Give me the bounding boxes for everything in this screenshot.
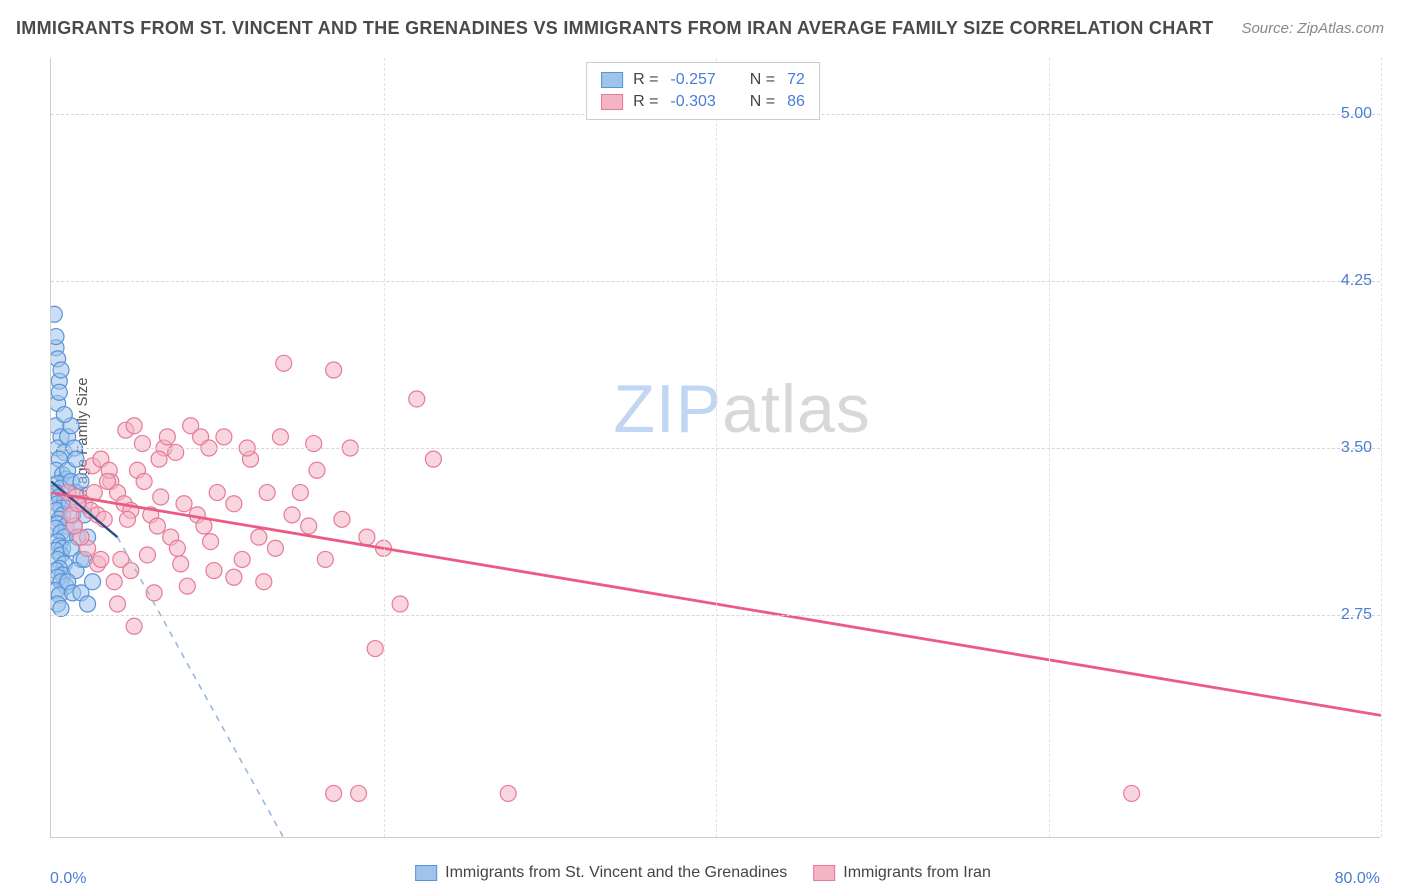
legend-r-label: R =	[633, 71, 658, 89]
data-point	[226, 496, 242, 512]
legend-swatch	[415, 865, 437, 881]
data-point	[209, 485, 225, 501]
data-point	[392, 596, 408, 612]
legend-r-value: -0.303	[670, 93, 715, 111]
data-point	[151, 451, 167, 467]
data-point	[326, 362, 342, 378]
data-point	[292, 485, 308, 501]
vgridline	[384, 58, 385, 837]
data-point	[179, 578, 195, 594]
data-point	[56, 407, 72, 423]
chart-container: IMMIGRANTS FROM ST. VINCENT AND THE GREN…	[0, 0, 1406, 892]
data-point	[500, 785, 516, 801]
legend-row: R = -0.257 N = 72	[601, 69, 805, 91]
data-point	[51, 306, 62, 322]
data-point	[284, 507, 300, 523]
data-point	[51, 384, 67, 400]
data-point	[251, 529, 267, 545]
data-point	[126, 618, 142, 634]
data-point	[334, 511, 350, 527]
data-point	[409, 391, 425, 407]
vgridline	[716, 58, 717, 837]
data-point	[173, 556, 189, 572]
data-point	[256, 574, 272, 590]
data-point	[100, 473, 116, 489]
y-tick-label: 3.50	[1341, 439, 1372, 457]
legend-swatch	[601, 94, 623, 110]
data-point	[53, 362, 69, 378]
data-point	[206, 563, 222, 579]
x-axis-max-label: 80.0%	[1335, 870, 1380, 888]
legend-n-value: 86	[787, 93, 805, 111]
data-point	[1124, 785, 1140, 801]
data-point	[119, 511, 135, 527]
data-point	[153, 489, 169, 505]
data-point	[259, 485, 275, 501]
plot-area: ZIPatlas 5.004.253.502.75	[50, 58, 1380, 838]
legend-item: Immigrants from St. Vincent and the Gren…	[415, 864, 787, 882]
source-attribution: Source: ZipAtlas.com	[1241, 20, 1384, 37]
data-point	[168, 444, 184, 460]
vgridline	[1381, 58, 1382, 837]
data-point	[272, 429, 288, 445]
data-point	[136, 473, 152, 489]
data-point	[216, 429, 232, 445]
data-point	[425, 451, 441, 467]
data-point	[176, 496, 192, 512]
data-point	[226, 569, 242, 585]
legend-series-label: Immigrants from Iran	[843, 864, 991, 882]
data-point	[367, 641, 383, 657]
chart-title: IMMIGRANTS FROM ST. VINCENT AND THE GREN…	[16, 18, 1213, 39]
legend-r-value: -0.257	[670, 71, 715, 89]
data-point	[80, 596, 96, 612]
legend-swatch	[813, 865, 835, 881]
data-point	[85, 574, 101, 590]
data-point	[309, 462, 325, 478]
data-point	[51, 329, 64, 345]
data-point	[234, 551, 250, 567]
data-point	[68, 451, 84, 467]
data-point	[73, 473, 89, 489]
data-point	[306, 436, 322, 452]
data-point	[359, 529, 375, 545]
legend-row: R = -0.303 N = 86	[601, 91, 805, 113]
y-tick-label: 2.75	[1341, 606, 1372, 624]
data-point	[93, 551, 109, 567]
data-point	[326, 785, 342, 801]
legend-n-label: N =	[750, 71, 775, 89]
series-legend: Immigrants from St. Vincent and the Gren…	[415, 864, 991, 882]
data-point	[301, 518, 317, 534]
y-tick-label: 5.00	[1341, 105, 1372, 123]
legend-series-label: Immigrants from St. Vincent and the Gren…	[445, 864, 787, 882]
data-point	[351, 785, 367, 801]
legend-swatch	[601, 72, 623, 88]
legend-n-value: 72	[787, 71, 805, 89]
data-point	[317, 551, 333, 567]
data-point	[106, 574, 122, 590]
data-point	[126, 418, 142, 434]
data-point	[139, 547, 155, 563]
legend-r-label: R =	[633, 93, 658, 111]
correlation-legend: R = -0.257 N = 72 R = -0.303 N = 86	[586, 62, 820, 120]
legend-n-label: N =	[750, 93, 775, 111]
data-point	[110, 596, 126, 612]
data-point	[53, 600, 69, 616]
y-tick-label: 4.25	[1341, 272, 1372, 290]
legend-item: Immigrants from Iran	[813, 864, 991, 882]
vgridline	[1049, 58, 1050, 837]
data-point	[267, 540, 283, 556]
x-axis-min-label: 0.0%	[50, 870, 86, 888]
data-point	[134, 436, 150, 452]
data-point	[169, 540, 185, 556]
data-point	[203, 534, 219, 550]
data-point	[149, 518, 165, 534]
data-point	[276, 355, 292, 371]
data-point	[159, 429, 175, 445]
